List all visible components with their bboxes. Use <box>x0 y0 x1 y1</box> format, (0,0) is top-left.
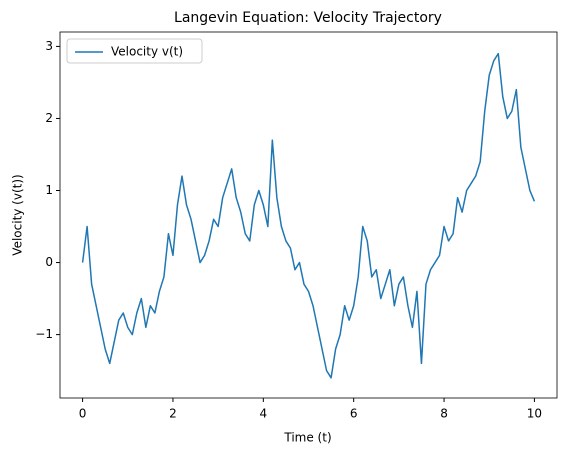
x-tick-label: 10 <box>527 407 542 421</box>
legend-box <box>66 38 203 64</box>
series-line <box>81 52 536 379</box>
axes-frame <box>59 31 558 399</box>
x-tick-label: 2 <box>169 407 177 421</box>
x-tick-label: 0 <box>79 407 87 421</box>
y-axis-label: Velocity (v(t)) <box>11 174 25 255</box>
legend-label: Velocity v(t) <box>111 45 183 59</box>
chart-title: Langevin Equation: Velocity Trajectory <box>174 10 442 26</box>
y-tick-label: 1 <box>45 183 53 197</box>
x-tick-label: 4 <box>259 407 267 421</box>
y-tick-label: 2 <box>45 111 53 125</box>
y-tick-label: 3 <box>45 39 53 53</box>
x-tick-label: 6 <box>350 407 358 421</box>
y-tick-label: 0 <box>45 255 53 269</box>
y-tick-label: −1 <box>35 327 53 341</box>
x-axis-label: Time (t) <box>283 431 331 445</box>
x-tick-label: 8 <box>440 407 448 421</box>
